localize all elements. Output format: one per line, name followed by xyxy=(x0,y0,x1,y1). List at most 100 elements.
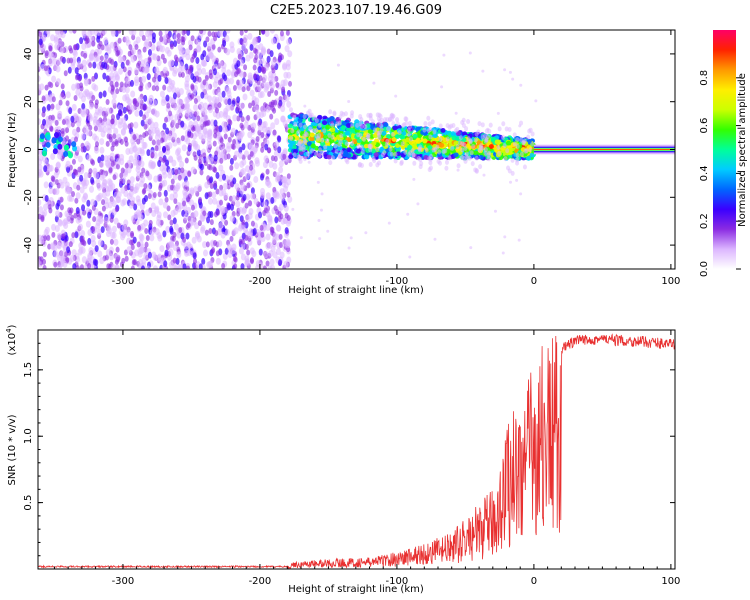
heatmap-cell xyxy=(69,47,74,54)
heatmap-cell xyxy=(162,134,168,142)
heatmap-cell xyxy=(278,52,283,59)
heatmap-cell xyxy=(150,53,156,61)
snr-y-axis-label: SNR (10 * v/v) xyxy=(7,414,18,485)
heatmap-cell xyxy=(338,114,343,120)
heatmap-cell xyxy=(127,123,132,130)
heatmap-cell xyxy=(267,218,273,226)
heatmap-cell xyxy=(259,57,265,65)
heatmap-cell xyxy=(328,109,333,115)
heatmap-cell xyxy=(158,184,163,191)
heatmap-y-tick-label: -20 xyxy=(23,189,34,205)
heatmap-cell xyxy=(244,234,249,241)
heatmap-cell xyxy=(44,226,50,234)
heatmap-cell xyxy=(355,122,360,128)
heatmap-cell xyxy=(201,258,206,266)
heatmap-cell xyxy=(99,160,105,168)
heatmap-cell xyxy=(299,145,304,151)
heatmap-cell xyxy=(55,210,61,218)
heatmap-cell xyxy=(114,206,119,213)
heatmap-cell xyxy=(437,160,442,166)
heatmap-cell xyxy=(63,144,69,151)
heatmap-cell xyxy=(487,128,492,134)
heatmap-cell xyxy=(298,122,303,128)
heatmap-cell xyxy=(236,60,241,68)
heatmap-cell xyxy=(176,205,182,213)
heatmap-cell xyxy=(52,148,58,155)
snr-y-tick-label: 1.0 xyxy=(23,428,34,444)
heatmap-cell xyxy=(118,109,123,117)
heatmap-cell xyxy=(474,167,479,173)
heatmap-cell xyxy=(271,67,276,74)
heatmap-cell xyxy=(141,35,146,42)
heatmap-cell xyxy=(139,234,145,242)
heatmap-cell xyxy=(244,243,249,250)
heatmap-cell xyxy=(373,127,378,133)
heatmap-cell xyxy=(91,204,96,211)
heatmap-cell xyxy=(337,145,343,151)
heatmap-cell xyxy=(270,122,276,130)
heatmap-cell xyxy=(50,103,55,110)
heatmap-cell xyxy=(346,147,352,153)
heatmap-cell xyxy=(220,146,226,154)
heatmap-cell xyxy=(442,53,446,57)
heatmap-cell xyxy=(207,95,213,103)
heatmap-cell xyxy=(87,237,92,245)
heatmap-cell xyxy=(81,256,87,264)
heatmap-cell xyxy=(84,38,89,45)
heatmap-cell xyxy=(86,129,92,137)
heatmap-cell xyxy=(327,132,332,138)
heatmap-cell xyxy=(254,97,260,105)
heatmap-cell xyxy=(85,220,91,228)
heatmap-cell xyxy=(496,111,500,115)
heatmap-cell xyxy=(377,135,382,141)
heatmap-cell xyxy=(222,182,228,190)
heatmap-cell xyxy=(111,141,116,148)
heatmap-cell xyxy=(188,142,193,149)
heatmap-cell xyxy=(186,196,191,203)
heatmap-cell xyxy=(145,82,151,90)
heatmap-cell xyxy=(204,229,209,236)
heatmap-cell xyxy=(418,144,423,150)
heatmap-cell xyxy=(109,72,115,80)
heatmap-cell xyxy=(165,225,171,233)
heatmap-cell xyxy=(147,117,153,125)
heatmap-cell xyxy=(226,153,231,160)
heatmap-cell xyxy=(458,135,463,141)
heatmap-cell xyxy=(464,126,469,132)
heatmap-cell xyxy=(182,200,187,207)
heatmap-cell xyxy=(302,113,307,119)
heatmap-cell xyxy=(317,218,321,222)
heatmap-cell xyxy=(407,144,413,150)
heatmap-cell xyxy=(71,141,77,148)
heatmap-cell xyxy=(161,167,167,175)
heatmap-cell xyxy=(379,127,384,133)
heatmap-cell xyxy=(152,99,158,107)
heatmap-cell xyxy=(427,121,432,127)
heatmap-cell xyxy=(503,68,507,72)
heatmap-cell xyxy=(325,138,330,144)
heatmap-cell xyxy=(48,187,54,195)
heatmap-cell xyxy=(61,233,66,240)
heatmap-cell xyxy=(44,94,50,102)
heatmap-cell xyxy=(167,78,173,86)
heatmap-cell xyxy=(172,186,178,194)
heatmap-cell xyxy=(215,111,221,119)
heatmap-cell xyxy=(174,113,180,121)
heatmap-cell xyxy=(432,129,437,135)
heatmap-cell xyxy=(184,180,190,188)
heatmap-cell xyxy=(149,234,155,242)
heatmap-cell xyxy=(249,151,254,158)
heatmap-cell xyxy=(200,226,206,234)
heatmap-cell xyxy=(135,195,141,203)
heatmap-cell xyxy=(38,108,41,116)
heatmap-cell xyxy=(164,196,169,203)
heatmap-cell xyxy=(482,173,486,177)
heatmap-cell xyxy=(147,193,152,200)
heatmap-cell xyxy=(88,168,93,175)
heatmap-cell xyxy=(65,100,70,107)
heatmap-cell xyxy=(114,81,119,88)
heatmap-cell xyxy=(266,55,271,63)
heatmap-cell xyxy=(197,220,202,227)
heatmap-cell xyxy=(139,203,145,211)
heatmap-cell xyxy=(260,146,265,153)
